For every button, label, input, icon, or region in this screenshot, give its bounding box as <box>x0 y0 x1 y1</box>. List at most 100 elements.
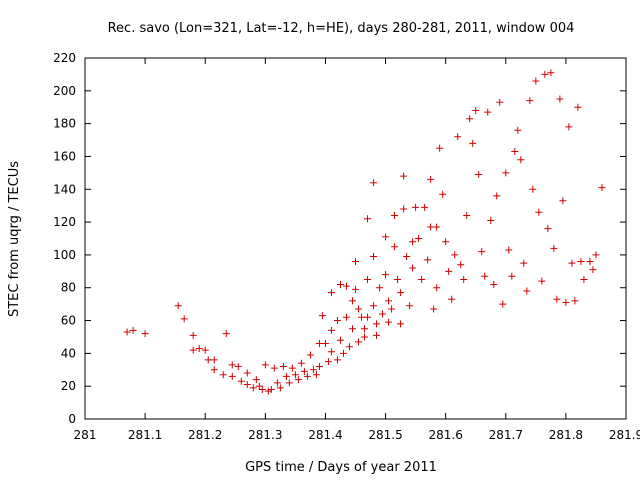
data-point <box>532 77 540 85</box>
data-point <box>306 351 314 359</box>
data-point <box>448 295 456 303</box>
x-tick-label: 281 <box>74 428 97 442</box>
data-point <box>574 103 582 111</box>
data-point <box>544 225 552 233</box>
data-point <box>358 313 366 321</box>
data-point <box>364 276 372 284</box>
data-point <box>517 156 525 164</box>
data-point <box>427 175 435 183</box>
data-point <box>129 326 137 334</box>
data-point <box>397 289 405 297</box>
data-point <box>409 264 417 272</box>
data-point <box>514 126 522 134</box>
data-point <box>496 98 504 106</box>
data-point <box>291 371 299 379</box>
data-point <box>481 272 489 280</box>
data-point <box>493 192 501 200</box>
data-point <box>297 359 305 367</box>
axis-tick-labels: 281 281.1 281.2 281.3 281.4 281.5 281.6 281.7 28… <box>53 51 640 442</box>
data-point <box>123 328 131 336</box>
data-point <box>342 282 350 290</box>
data-point <box>556 95 564 103</box>
data-point <box>505 246 513 254</box>
data-point <box>243 369 251 377</box>
data-point <box>541 70 549 78</box>
x-tick-label: 281.8 <box>549 428 583 442</box>
y-tick-label: 160 <box>53 149 76 163</box>
data-point <box>174 302 182 310</box>
data-point <box>352 257 359 265</box>
y-tick-label: 180 <box>53 117 76 131</box>
data-points <box>123 69 606 395</box>
data-point <box>409 238 417 246</box>
x-tick-label: 281.9 <box>609 428 640 442</box>
y-tick-label: 60 <box>61 314 76 328</box>
data-point <box>580 276 588 284</box>
data-point <box>222 330 230 338</box>
x-tick-label: 281.1 <box>128 428 162 442</box>
data-point <box>333 356 341 364</box>
data-point <box>376 284 384 292</box>
data-point <box>463 212 471 220</box>
data-point <box>352 285 359 293</box>
data-point <box>370 302 378 310</box>
data-point <box>589 266 597 274</box>
data-point <box>559 197 567 205</box>
data-point <box>592 251 600 259</box>
data-point <box>348 297 356 305</box>
data-point <box>243 381 251 389</box>
data-point <box>538 277 546 285</box>
data-point <box>415 235 423 242</box>
data-point <box>210 356 218 364</box>
plot-frame <box>84 57 627 420</box>
data-point <box>324 358 332 366</box>
data-point <box>433 284 441 292</box>
data-point <box>258 385 266 393</box>
data-point <box>204 356 212 364</box>
data-point <box>382 271 390 279</box>
data-point <box>382 233 390 241</box>
data-point <box>523 287 531 295</box>
x-tick-label: 281.5 <box>368 428 402 442</box>
axis-ticks <box>84 57 627 420</box>
data-point <box>327 326 335 334</box>
y-tick-label: 140 <box>53 182 76 196</box>
data-point <box>180 315 188 323</box>
data-point <box>394 276 402 284</box>
data-point <box>571 297 579 305</box>
data-point <box>430 305 438 313</box>
data-point <box>364 215 372 223</box>
data-point <box>370 253 378 261</box>
data-point <box>327 289 335 297</box>
data-point <box>255 382 263 390</box>
data-point <box>141 330 149 338</box>
y-tick-label: 80 <box>61 281 76 295</box>
data-point <box>436 144 444 152</box>
data-point <box>424 256 432 264</box>
data-point <box>373 331 381 339</box>
data-point <box>252 376 260 384</box>
data-point <box>288 364 296 372</box>
data-point <box>454 133 462 141</box>
data-point <box>568 259 576 267</box>
data-point <box>586 257 594 265</box>
data-point <box>550 244 558 252</box>
y-axis-label: STEC from uqrg / TECUs <box>7 161 22 317</box>
data-point <box>457 261 465 269</box>
data-point <box>300 367 308 375</box>
x-axis-label: GPS time / Days of year 2011 <box>245 460 437 475</box>
data-point <box>189 346 197 354</box>
data-point <box>339 349 347 357</box>
data-point <box>547 69 555 77</box>
y-tick-label: 0 <box>68 412 76 426</box>
data-point <box>511 148 519 156</box>
data-point <box>388 305 396 313</box>
data-point <box>237 377 245 385</box>
data-point <box>469 139 477 147</box>
y-tick-label: 100 <box>53 248 76 262</box>
data-point <box>282 372 290 380</box>
data-point <box>535 208 543 216</box>
y-tick-label: 200 <box>53 84 76 98</box>
